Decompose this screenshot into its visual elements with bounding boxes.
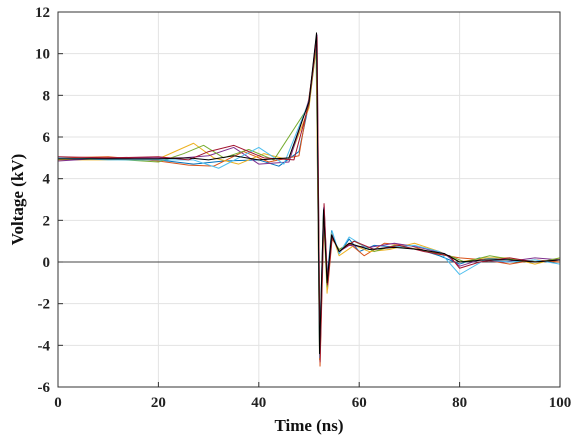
y-tick-label: -2 — [38, 297, 51, 313]
y-tick-label: -4 — [38, 338, 51, 354]
y-tick-label: 4 — [43, 172, 51, 188]
series-line-6 — [57, 40, 561, 359]
y-tick-label: 8 — [43, 88, 51, 104]
series-line-2 — [57, 42, 561, 367]
x-tick-label: 20 — [151, 395, 166, 411]
x-tick-label: 80 — [452, 395, 467, 411]
x-tick-label: 40 — [251, 395, 266, 411]
x-ticks: 0 20 40 60 80 100 — [54, 382, 571, 411]
y-tick-label: 0 — [43, 255, 51, 271]
y-tick-label: -6 — [38, 380, 51, 396]
plot-frame — [57, 11, 561, 388]
grid — [57, 11, 561, 388]
series-line-1 — [57, 38, 561, 350]
plot-area — [57, 32, 561, 367]
y-ticks: -6 -4 -2 0 2 4 6 8 10 12 — [35, 5, 63, 396]
y-tick-label: 6 — [43, 130, 51, 146]
y-axis-label: Voltage (kV) — [8, 154, 27, 245]
x-tick-label: 100 — [549, 395, 572, 411]
x-tick-label: 60 — [352, 395, 367, 411]
y-tick-label: 10 — [35, 47, 50, 63]
x-axis-label: Time (ns) — [274, 416, 343, 435]
y-tick-label: 12 — [35, 5, 50, 21]
series-line-5 — [58, 44, 561, 353]
x-tick-label: 0 — [54, 395, 62, 411]
y-tick-label: 2 — [43, 213, 51, 229]
series-line-4 — [57, 34, 561, 357]
series-line-8 — [58, 32, 561, 355]
series-line-7 — [57, 36, 561, 363]
